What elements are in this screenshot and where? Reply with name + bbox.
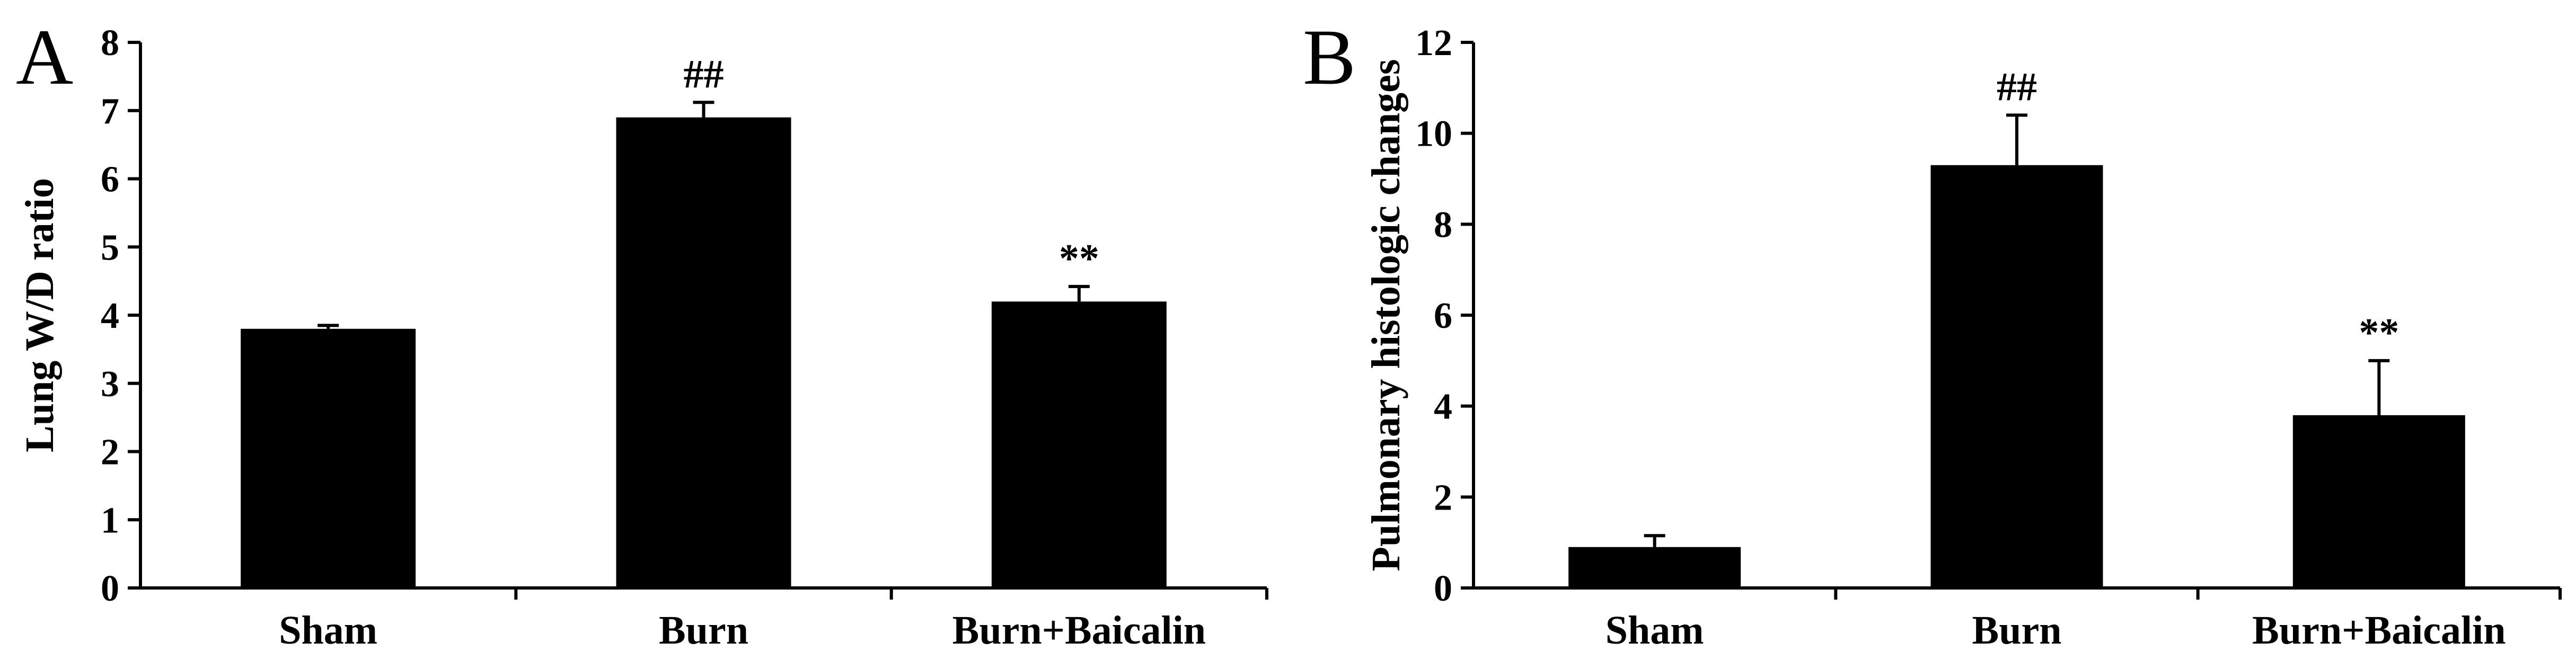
panel-a-category-labels: Sham Burn Burn+Baicalin <box>279 608 1206 653</box>
panel-a-annotation-1: ## <box>684 52 724 96</box>
panel-b-category-label-1: Burn <box>1972 608 2062 653</box>
panel-a-error-bars <box>317 101 1090 329</box>
panel-a-y-tick-label: 6 <box>101 159 119 200</box>
panel-b: B Pulmonary histologic changes 0 2 4 6 8 10 12… <box>1303 13 2562 653</box>
panel-b-bars <box>1568 165 2465 588</box>
panel-b-y-tick-label: 12 <box>1415 23 1452 64</box>
panel-a-y-tick-label: 7 <box>101 91 119 132</box>
panel-b-error-bars <box>1644 113 2390 547</box>
panel-b-letter: B <box>1303 13 1356 101</box>
panel-a-bars <box>241 117 1167 588</box>
panel-b-y-axis-title: Pulmonary histologic changes <box>1364 59 1408 572</box>
panel-b-y-tick-label: 4 <box>1434 387 1452 427</box>
panel-b-y-tick-label: 8 <box>1434 204 1452 245</box>
panel-a-category-label-1: Burn <box>659 608 748 653</box>
panel-a-bar-2 <box>991 301 1167 588</box>
panel-b-category-labels: Sham Burn Burn+Baicalin <box>1605 608 2506 653</box>
panel-a-y-tick-label: 0 <box>101 568 119 609</box>
panel-a-category-label-2: Burn+Baicalin <box>952 608 1206 653</box>
panel-a-y-tick-label: 2 <box>101 432 119 473</box>
panel-b-y-tick-label: 10 <box>1415 114 1452 155</box>
panel-a-bar-1 <box>616 117 791 588</box>
panel-a-ticks: 0 1 2 3 4 5 6 7 8 <box>101 23 1268 609</box>
panel-a-y-tick-label: 4 <box>101 296 119 336</box>
panel-b-bar-0 <box>1568 547 1741 588</box>
panel-b-y-tick-label: 6 <box>1434 296 1452 336</box>
panel-a: A Lung W/D ratio 0 1 2 3 4 5 6 7 8 Sham Burn Burn+… <box>16 13 1268 653</box>
panel-b-annotation-2: ** <box>2359 310 2399 355</box>
panel-a-category-label-0: Sham <box>279 608 377 653</box>
panel-a-y-tick-label: 3 <box>101 364 119 405</box>
panel-a-y-tick-label: 1 <box>101 500 119 541</box>
panel-b-category-label-0: Sham <box>1605 608 1704 653</box>
panel-b-y-tick-label: 2 <box>1434 477 1452 518</box>
panel-a-y-axis-title: Lung W/D ratio <box>17 178 62 452</box>
panel-b-bar-1 <box>1930 165 2103 588</box>
panel-a-y-tick-label: 5 <box>101 227 119 268</box>
panel-a-letter: A <box>16 13 73 101</box>
panel-b-ticks: 0 2 4 6 8 10 12 <box>1415 23 2562 609</box>
panel-a-annotations: ## ** <box>684 52 1099 281</box>
panel-b-category-label-2: Burn+Baicalin <box>2252 608 2506 653</box>
panel-a-bar-0 <box>241 328 416 588</box>
panel-b-bar-2 <box>2292 415 2465 588</box>
panel-a-annotation-2: ** <box>1059 236 1099 281</box>
panel-b-y-tick-label: 0 <box>1434 568 1452 609</box>
panel-b-annotation-1: ## <box>1997 65 2037 109</box>
panel-a-y-tick-label: 8 <box>101 23 119 64</box>
panel-b-annotations: ## ** <box>1997 65 2399 355</box>
